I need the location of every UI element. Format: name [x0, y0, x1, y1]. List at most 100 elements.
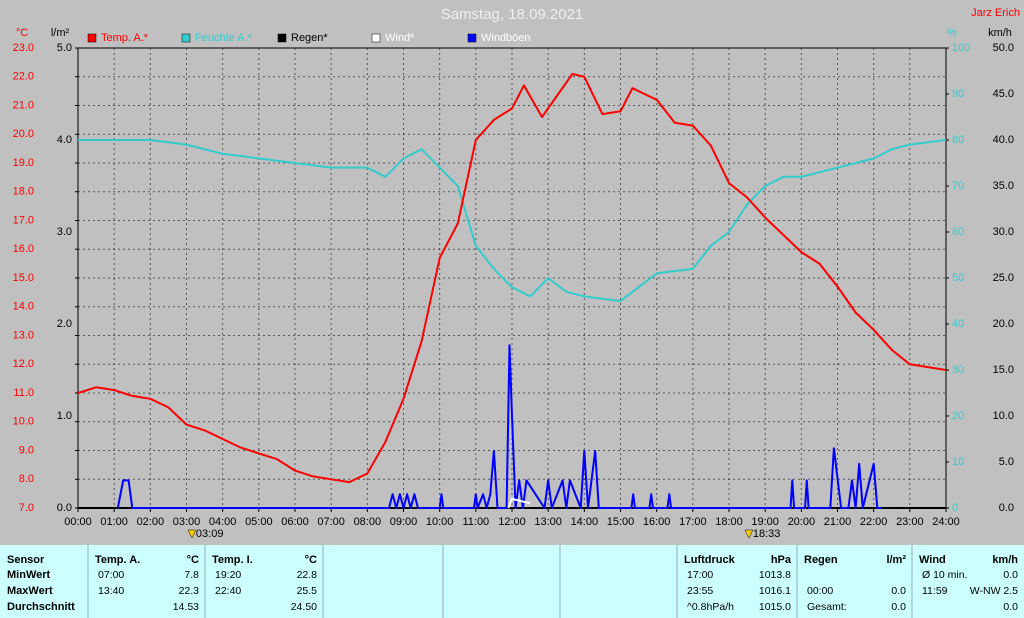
stat-time: 00:00	[807, 585, 833, 597]
y-tick-label: 14.0	[13, 301, 34, 313]
x-tick-label: 18:00	[715, 516, 743, 528]
stat-value: 1016.1	[759, 585, 791, 597]
y-tick-label: 19.0	[13, 157, 34, 169]
y-tick-label: 80	[952, 134, 964, 146]
x-tick-label: 09:00	[390, 516, 418, 528]
y-tick-label: 25.0	[993, 272, 1014, 284]
y-tick-label: 16.0	[13, 243, 34, 255]
y-tick-label: 10.0	[993, 410, 1014, 422]
y-tick-label: 5.0	[999, 456, 1014, 468]
axis-unit: %	[947, 27, 957, 39]
stat-unit: °C	[305, 554, 317, 566]
series-line	[77, 72, 947, 484]
y-tick-label: 10	[952, 456, 964, 468]
y-tick-label: 5.0	[57, 42, 72, 54]
stat-time: Gesamt:	[807, 601, 847, 613]
series-line	[116, 344, 881, 509]
y-tick-label: 50	[952, 272, 964, 284]
stat-value: 0.0	[1003, 569, 1018, 581]
x-tick-label: 16:00	[643, 516, 671, 528]
legend-label: Wind*	[385, 32, 415, 44]
stat-value: 1013.8	[759, 569, 791, 581]
y-tick-label: 0.0	[57, 502, 72, 514]
x-tick-label: 12:00	[498, 516, 526, 528]
axis-unit: °C	[16, 27, 28, 39]
y-tick-label: 12.0	[13, 358, 34, 370]
y-tick-label: 21.0	[13, 99, 34, 111]
x-tick-label: 02:00	[137, 516, 165, 528]
x-tick-label: 04:00	[209, 516, 237, 528]
legend-label: Regen*	[291, 32, 328, 44]
stat-value: 14.53	[173, 601, 199, 613]
y-tick-label: 4.0	[57, 134, 72, 146]
y-tick-label: 17.0	[13, 214, 34, 226]
y-tick-label: 90	[952, 88, 964, 100]
y-tick-label: 20.0	[13, 128, 34, 140]
x-tick-label: 06:00	[281, 516, 309, 528]
y-tick-label: 0.0	[999, 502, 1014, 514]
legend-label: Feuchte A.*	[195, 32, 253, 44]
y-tick-label: 9.0	[19, 444, 34, 456]
stat-unit: l/m²	[886, 554, 906, 566]
stat-time: 11:59	[922, 585, 948, 597]
x-tick-label: 07:00	[317, 516, 345, 528]
x-tick-label: 15:00	[607, 516, 635, 528]
y-tick-label: 2.0	[57, 318, 72, 330]
stat-value: 22.3	[179, 585, 200, 597]
x-tick-label: 17:00	[679, 516, 707, 528]
legend-swatch	[87, 33, 97, 43]
legend-label: Windböen	[481, 32, 531, 44]
axis-unit: l/m²	[51, 27, 70, 39]
series-line	[78, 139, 947, 302]
x-tick-label: 22:00	[860, 516, 888, 528]
stat-label: Sensor	[7, 554, 45, 566]
stat-time: 19:20	[215, 569, 241, 581]
x-tick-label: 11:00	[462, 516, 489, 528]
legend-swatch	[181, 33, 191, 43]
y-tick-label: 15.0	[993, 364, 1014, 376]
y-tick-label: 7.0	[19, 502, 34, 514]
y-tick-label: 30	[952, 364, 964, 376]
sun-time: 03:09	[196, 528, 224, 540]
stat-header: Regen	[804, 554, 838, 566]
chart-title: Samstag, 18.09.2021	[441, 6, 584, 23]
y-tick-label: 45.0	[993, 88, 1014, 100]
x-tick-label: 01:00	[100, 516, 128, 528]
x-tick-label: 03:00	[173, 516, 201, 528]
x-tick-label: 10:00	[426, 516, 454, 528]
legend-swatch	[277, 33, 287, 43]
stat-time: 22:40	[215, 585, 241, 597]
y-tick-label: 11.0	[13, 387, 34, 399]
stat-header: Temp. A.	[95, 554, 140, 566]
stat-time: 23:55	[687, 585, 713, 597]
legend-swatch	[371, 33, 381, 43]
y-tick-label: 18.0	[13, 186, 34, 198]
stat-unit: °C	[187, 554, 199, 566]
legend-swatch	[467, 33, 477, 43]
series-line	[507, 497, 531, 509]
y-tick-label: 60	[952, 226, 964, 238]
x-tick-label: 00:00	[64, 516, 92, 528]
y-tick-label: 20	[952, 410, 964, 422]
y-tick-label: 22.0	[13, 71, 34, 83]
y-tick-label: 40	[952, 318, 964, 330]
sun-time: 18:33	[753, 528, 781, 540]
stat-value: 22.8	[297, 569, 318, 581]
stat-label: MinWert	[7, 569, 51, 581]
y-tick-label: 20.0	[993, 318, 1014, 330]
stat-value: W-NW 2.5	[970, 585, 1018, 597]
stat-header: Wind	[919, 554, 946, 566]
stat-time: 13:40	[98, 585, 124, 597]
x-tick-label: 05:00	[245, 516, 273, 528]
y-tick-label: 15.0	[13, 272, 34, 284]
author: Jarz Erich	[971, 7, 1020, 19]
axis-unit: km/h	[988, 27, 1012, 39]
x-tick-label: 20:00	[788, 516, 816, 528]
y-tick-label: 23.0	[13, 42, 34, 54]
y-tick-label: 1.0	[57, 410, 72, 422]
x-tick-label: 23:00	[896, 516, 924, 528]
stat-value: 25.5	[297, 585, 318, 597]
stat-time: Ø 10 min.	[922, 569, 968, 581]
stat-label: Durchschnitt	[7, 601, 75, 613]
